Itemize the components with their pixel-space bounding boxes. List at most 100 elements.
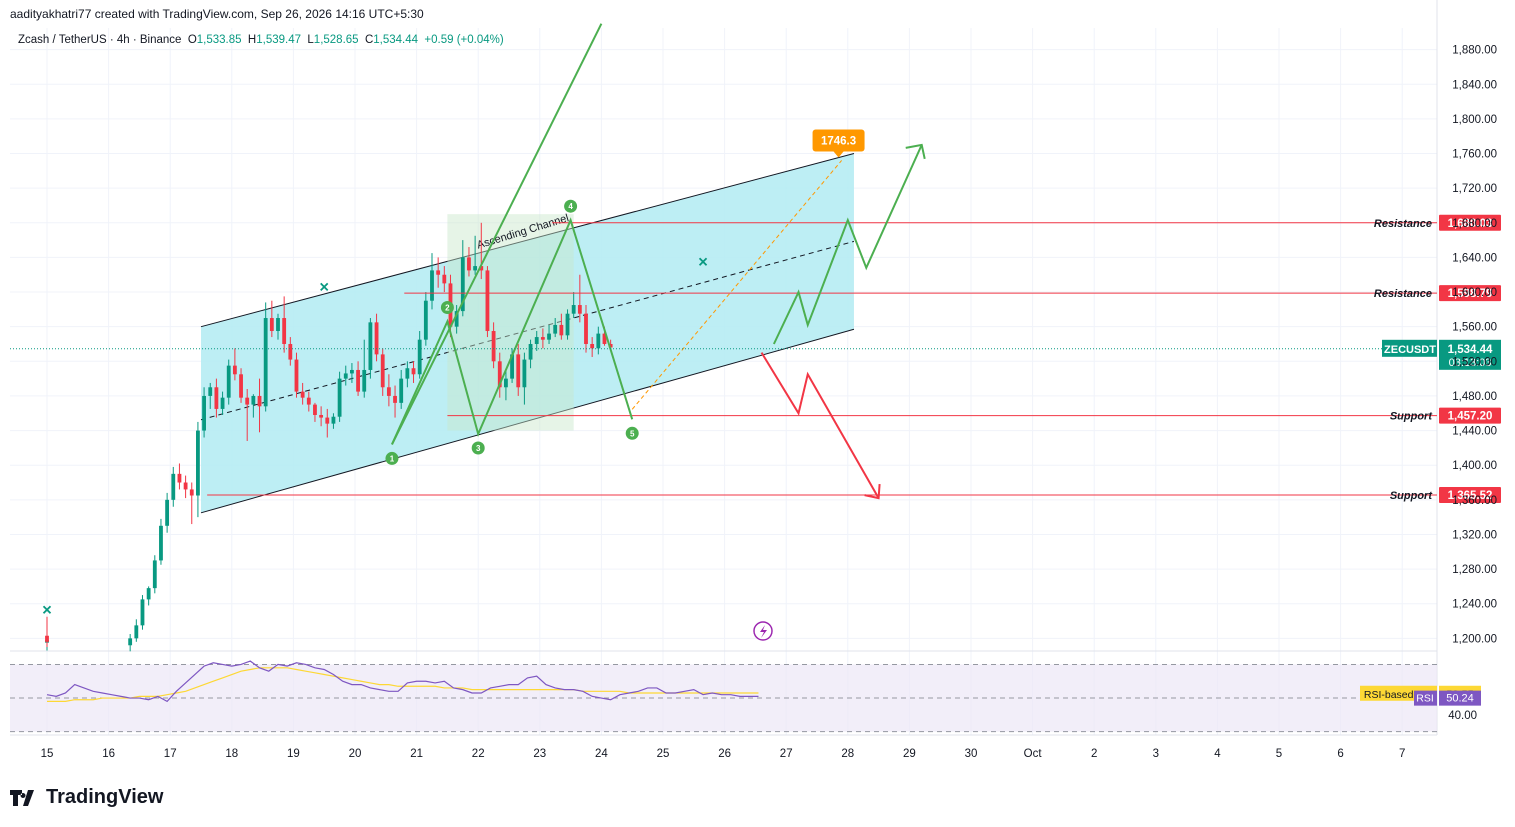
wave-point-label: 2 — [445, 303, 450, 312]
candle-body — [590, 343, 595, 349]
candle-body — [479, 266, 484, 271]
candle-body — [171, 473, 176, 500]
candle-body — [386, 387, 391, 396]
rsi-value-badge — [1439, 690, 1481, 706]
candle-body — [350, 369, 354, 374]
candle-body — [454, 311, 459, 327]
time-tick-label: 3 — [1153, 748, 1159, 760]
rsi-value-label: 50.24 — [1446, 693, 1474, 705]
level-price-label: 1,598.79 — [1448, 288, 1493, 300]
tradingview-icon — [10, 789, 34, 806]
candle-body — [263, 318, 268, 407]
candle-body — [245, 397, 250, 405]
level-name-label: Resistance — [1374, 218, 1432, 230]
candle-body — [331, 416, 336, 424]
price-tick-label: 1,640.00 — [1452, 252, 1497, 264]
candle-body — [294, 359, 299, 392]
candle-body — [442, 274, 447, 284]
symbol-badge-label: ZECUSDT — [1384, 344, 1436, 356]
candle-body — [571, 305, 576, 314]
price-tick-label: 1,560.00 — [1452, 322, 1497, 334]
current-price-badge — [1439, 339, 1501, 370]
time-tick-label: 20 — [349, 748, 362, 760]
bearish-arrow-head — [864, 484, 881, 500]
time-tick-label: 16 — [102, 748, 115, 760]
level-price-badge — [1439, 214, 1501, 231]
candle-body — [202, 395, 206, 431]
candle-body — [159, 525, 163, 561]
pattern-box — [447, 214, 574, 431]
wave-point-marker — [471, 441, 485, 455]
brand-name: TradingView — [46, 786, 164, 808]
projection-line — [631, 160, 843, 410]
candle-body — [528, 343, 533, 360]
time-tick-label: Oct — [1024, 748, 1043, 760]
candle-body — [134, 625, 139, 639]
candle-body — [257, 395, 262, 407]
candle-body — [540, 337, 545, 340]
candle-body — [239, 374, 243, 398]
rsi-line — [46, 660, 759, 703]
bullish-arrow-head — [905, 143, 926, 160]
level-price-badge — [1439, 487, 1501, 504]
rsi-axis-label: 40.00 — [1448, 710, 1477, 722]
wave-point-label: 1 — [390, 454, 395, 463]
level-price-badge — [1439, 285, 1501, 302]
wave-point-marker — [564, 199, 578, 213]
candle-body — [485, 270, 490, 332]
tradingview-logo[interactable]: TradingView — [10, 786, 163, 809]
time-tick-label: 23 — [533, 748, 546, 760]
candle-body — [226, 365, 231, 398]
candle-body — [152, 560, 157, 589]
candle-body — [430, 270, 434, 301]
price-tick-label: 1,760.00 — [1452, 149, 1497, 161]
candle-body — [128, 638, 133, 646]
symbol-name[interactable]: Zcash / TetherUS · 4h · Binance — [18, 34, 182, 46]
price-tick-label: 1,400.00 — [1452, 460, 1497, 472]
bullish-scenario-path — [772, 144, 923, 345]
time-tick-label: 21 — [410, 748, 423, 760]
close-value: 1,534.44 — [373, 34, 419, 46]
ascending-channel: Ascending Channel — [200, 153, 855, 514]
symbol-badge — [1382, 339, 1437, 357]
event-lightning-glyph — [760, 625, 767, 638]
current-price-label: 1,534.44 — [1448, 344, 1493, 356]
time-tick-label: 22 — [472, 748, 485, 760]
price-axis: 1,880.00 1,840.00 1,800.00 1,760.00 1,720.00… — [1452, 45, 1497, 646]
level-name-label: Resistance — [1374, 288, 1432, 300]
open-value: 1,533.85 — [196, 34, 242, 46]
rsi-name-badge — [1414, 690, 1437, 706]
low-value: 1,528.65 — [313, 34, 359, 46]
candle-body — [368, 322, 373, 370]
candle-body — [491, 331, 496, 362]
candle-body — [405, 368, 410, 379]
candle-body — [559, 324, 564, 336]
change-value: +0.59 (+0.04%) — [424, 34, 504, 46]
candle-body — [417, 339, 422, 375]
open-label: O — [187, 34, 197, 46]
candle-body — [399, 378, 404, 403]
candle-body — [596, 333, 601, 349]
price-tick-label: 1,680.00 — [1452, 218, 1497, 230]
channel-upper-line — [200, 153, 855, 328]
candle-body — [577, 305, 582, 314]
time-tick-label: 19 — [287, 748, 300, 760]
candle-body — [362, 369, 367, 392]
candle-body — [177, 473, 182, 483]
candle-body — [183, 482, 188, 490]
low-label: L — [307, 34, 314, 46]
candle-body — [214, 387, 219, 409]
rsi-name-label: RSI — [1416, 693, 1434, 705]
time-tick-label: 27 — [780, 748, 793, 760]
drawing-layer: Resistance 1,680.03 Resistance 1,598.79 Supp… — [10, 23, 1501, 641]
time-axis: 15 16 17 18 19 20 21 22 23 24 25 26 27 28 29 30 Oct 2 3 4 5 6… — [41, 748, 1406, 760]
time-tick-label: 29 — [903, 748, 916, 760]
candle-body — [380, 354, 385, 388]
target-price-label: 1746.3 — [821, 136, 856, 148]
time-tick-label: 15 — [41, 748, 54, 760]
time-tick-label: 5 — [1276, 748, 1282, 760]
price-tick-label: 1,320.00 — [1452, 529, 1497, 541]
time-tick-label: 30 — [965, 748, 978, 760]
level-price-label: 1,365.52 — [1448, 490, 1493, 502]
